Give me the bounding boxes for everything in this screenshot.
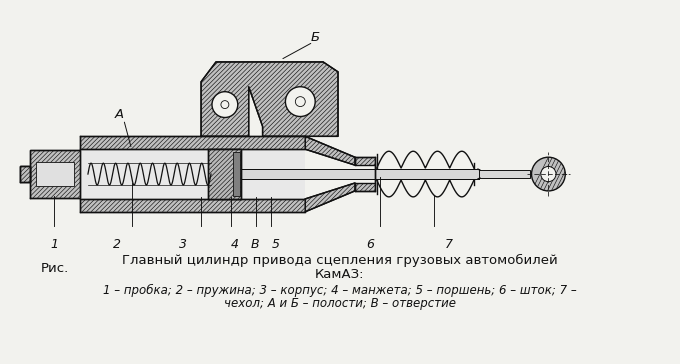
Circle shape [212, 92, 238, 118]
Text: Б: Б [311, 31, 320, 44]
Bar [20, 166, 31, 182]
Bar [36, 162, 74, 186]
Polygon shape [31, 150, 80, 198]
Polygon shape [80, 136, 305, 149]
Polygon shape [80, 199, 305, 212]
Text: Рис.: Рис. [40, 262, 69, 275]
Text: 7: 7 [445, 238, 453, 250]
Circle shape [286, 87, 316, 116]
Text: 1: 1 [50, 238, 58, 250]
Polygon shape [201, 62, 338, 136]
Text: 1 – пробка; 2 – пружина; 3 – корпус; 4 – манжета; 5 – поршень; 6 – шток; 7 –: 1 – пробка; 2 – пружина; 3 – корпус; 4 –… [103, 284, 577, 297]
Circle shape [532, 157, 565, 191]
Circle shape [541, 166, 556, 182]
Polygon shape [305, 136, 355, 165]
Text: 6: 6 [366, 238, 374, 250]
Polygon shape [20, 166, 31, 182]
Bar [479, 170, 530, 178]
Polygon shape [355, 183, 375, 191]
Polygon shape [208, 149, 241, 199]
Bar [241, 169, 479, 179]
Bar [233, 152, 240, 196]
Text: КамАЗ:: КамАЗ: [316, 268, 364, 281]
Text: чехол; А и Б – полости; В – отверстие: чехол; А и Б – полости; В – отверстие [224, 297, 456, 309]
Polygon shape [305, 183, 355, 212]
Text: 5: 5 [271, 238, 279, 250]
Text: А: А [115, 108, 124, 121]
Text: 3: 3 [180, 238, 187, 250]
Text: Главный цилиндр привода сцепления грузовых автомобилей: Главный цилиндр привода сцепления грузов… [122, 254, 558, 267]
Bar [305, 169, 355, 179]
Bar [80, 149, 305, 199]
Text: В: В [250, 238, 259, 250]
Text: 2: 2 [113, 238, 121, 250]
Polygon shape [355, 157, 375, 165]
Text: 4: 4 [231, 238, 239, 250]
